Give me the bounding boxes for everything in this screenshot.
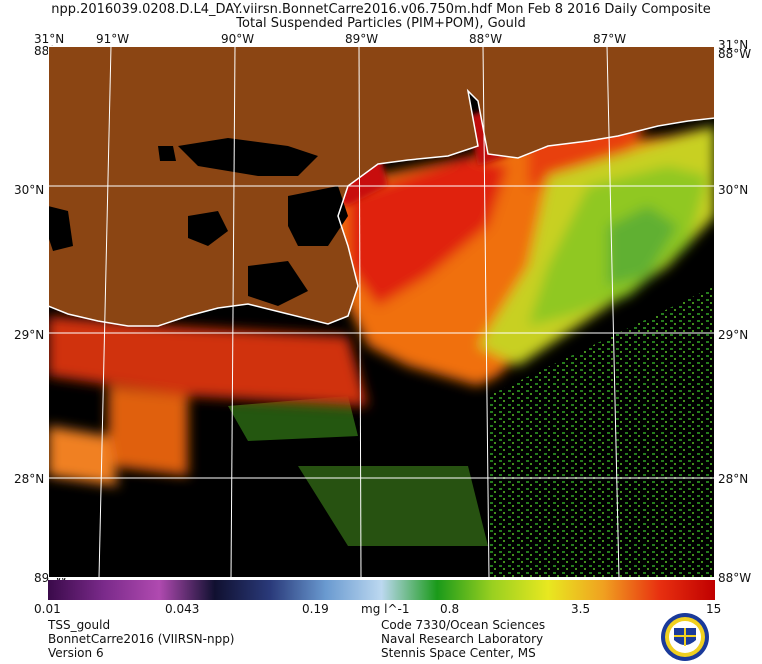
footer-region-sensor: BonnetCarre2016 (VIIRSN-npp) bbox=[48, 632, 235, 646]
footer-code: Code 7330/Ocean Sciences bbox=[381, 618, 546, 632]
graticule-lon-91w bbox=[98, 46, 112, 578]
image-title: npp.2016039.0208.D.L4_DAY.viirsn.BonnetC… bbox=[51, 2, 711, 17]
map-frame bbox=[48, 46, 715, 578]
lat-label-29n-right: 29°N bbox=[718, 328, 749, 342]
graticule-lon-88w bbox=[482, 46, 490, 578]
colorbar-tick-3: 0.8 bbox=[440, 602, 460, 616]
offshore-low-tss bbox=[228, 286, 715, 578]
land-mass bbox=[48, 46, 715, 326]
graticule-lon-89w bbox=[358, 46, 362, 578]
product-subtitle: Total Suspended Particles (PIM+POM), Gou… bbox=[236, 16, 526, 31]
graticule-lon-90w bbox=[230, 46, 236, 578]
lat-label-30n-right: 30°N bbox=[718, 183, 749, 197]
colorbar-tick-1: 0.043 bbox=[165, 602, 200, 616]
lat-label-29n-left: 29°N bbox=[14, 328, 45, 342]
lon-label-corner-right-top: 88°W bbox=[718, 47, 752, 61]
footer-version: Version 6 bbox=[48, 646, 104, 660]
graticule-lon-87w bbox=[606, 46, 620, 578]
lon-label-90w: 90°W bbox=[221, 32, 255, 46]
footer-location: Stennis Space Center, MS bbox=[381, 646, 536, 660]
lat-label-30n-left: 30°N bbox=[14, 183, 45, 197]
lon-label-87w: 87°W bbox=[593, 32, 627, 46]
lat-label-31n-right: 31°N bbox=[718, 38, 749, 52]
lon-label-91w: 91°W bbox=[96, 32, 130, 46]
footer-left: TSS_gould BonnetCarre2016 (VIIRSN-npp) V… bbox=[48, 618, 235, 660]
graticule bbox=[48, 46, 715, 578]
lat-label-28n-left: 28°N bbox=[14, 472, 45, 486]
colorbar-tick-2: 0.19 bbox=[302, 602, 329, 616]
colorbar-tick-0: 0.01 bbox=[34, 602, 61, 616]
lon-label-corner-right-bottom: 88°W bbox=[718, 571, 752, 585]
inland-lakes bbox=[48, 138, 348, 306]
lon-label-89w: 89°W bbox=[345, 32, 379, 46]
footer-right: Code 7330/Ocean Sciences Naval Research … bbox=[381, 618, 545, 660]
colorbar-gradient bbox=[48, 580, 715, 600]
colorbar-tick-5: 15 bbox=[706, 602, 722, 616]
colorbar bbox=[48, 580, 715, 600]
lat-label-31n-left: 31°N bbox=[34, 32, 65, 46]
tss-satellite-map bbox=[48, 46, 715, 578]
footer-product-name: TSS_gould bbox=[48, 618, 111, 632]
colorbar-tick-4: 3.5 bbox=[571, 602, 591, 616]
footer-lab: Naval Research Laboratory bbox=[381, 632, 544, 646]
nrl-seal-logo bbox=[661, 613, 709, 661]
colorbar-units: mg l^-1 bbox=[361, 602, 410, 616]
lat-label-28n-right: 28°N bbox=[718, 472, 749, 486]
lon-label-88w: 88°W bbox=[469, 32, 503, 46]
